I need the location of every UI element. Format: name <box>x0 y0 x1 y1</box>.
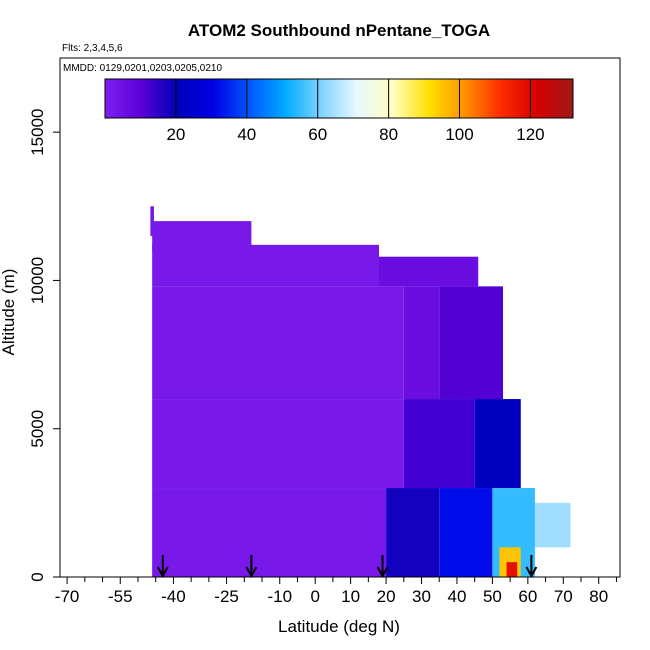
flight-arrows <box>156 555 538 579</box>
x-tick-label--70: -70 <box>55 587 80 606</box>
data-block-12 <box>439 488 493 577</box>
data-block-4 <box>152 286 404 400</box>
flight-arrow-0 <box>156 555 169 579</box>
colorbar-gradient <box>104 78 574 119</box>
x-tick-label--55: -55 <box>108 587 133 606</box>
flight-arrow-2 <box>376 555 389 579</box>
flights-label: Flts: 2,3,4,5,6 <box>62 43 123 54</box>
colorbar <box>104 78 574 119</box>
data-block-11 <box>386 488 440 577</box>
y-tick-label-5000: 5000 <box>28 410 47 448</box>
data-block-6 <box>439 286 504 400</box>
x-tick-label-10: 10 <box>341 587 360 606</box>
x-axis: -70 -55 -40 -25 -10 0 10 20 30 40 50 60 70 80 <box>55 577 617 606</box>
data-block-16 <box>506 562 518 577</box>
plot-area <box>150 206 571 577</box>
data-block-0 <box>150 206 154 236</box>
colorbar-ticks: 20 40 60 80 100 120 <box>166 79 545 144</box>
y-axis: 0 5000 10000 15000 <box>28 109 60 582</box>
x-tick-label-30: 30 <box>412 587 431 606</box>
colorbar-tick-label-60: 60 <box>308 125 327 144</box>
chart-title: ATOM2 Southbound nPentane_TOGA <box>188 21 490 40</box>
x-tick-label-0: 0 <box>310 587 319 606</box>
x-tick-label-70: 70 <box>554 587 573 606</box>
data-block-2 <box>152 244 379 287</box>
colorbar-tick-label-100: 100 <box>445 125 473 144</box>
x-tick-label--25: -25 <box>214 587 239 606</box>
data-block-10 <box>152 488 387 577</box>
colorbar-tick-label-80: 80 <box>379 125 398 144</box>
data-block-14 <box>534 502 571 548</box>
colorbar-tick-label-120: 120 <box>516 125 544 144</box>
y-tick-label-10000: 10000 <box>28 257 47 304</box>
data-block-8 <box>403 399 475 489</box>
x-tick-label-50: 50 <box>483 587 502 606</box>
x-tick-label--10: -10 <box>267 587 292 606</box>
x-tick-label-60: 60 <box>518 587 537 606</box>
flight-arrow-1 <box>245 555 258 579</box>
x-tick-label--40: -40 <box>161 587 186 606</box>
colorbar-tick-label-20: 20 <box>166 125 185 144</box>
dates-label: MMDD: 0129,0201,0203,0205,0210 <box>63 63 222 74</box>
data-block-7 <box>152 399 404 489</box>
data-block-9 <box>474 399 521 489</box>
y-tick-label-15000: 15000 <box>28 109 47 156</box>
x-tick-label-40: 40 <box>448 587 467 606</box>
plot-frame <box>59 57 621 578</box>
flight-arrow-3 <box>525 555 538 579</box>
x-axis-label: Latitude (deg N) <box>278 617 400 636</box>
x-tick-label-20: 20 <box>377 587 396 606</box>
data-block-5 <box>403 286 440 400</box>
x-tick-label-80: 80 <box>589 587 608 606</box>
data-block-3 <box>378 256 479 287</box>
colorbar-tick-label-40: 40 <box>237 125 256 144</box>
y-axis-label: Altitude (m) <box>0 269 18 356</box>
y-tick-label-0: 0 <box>28 572 47 581</box>
